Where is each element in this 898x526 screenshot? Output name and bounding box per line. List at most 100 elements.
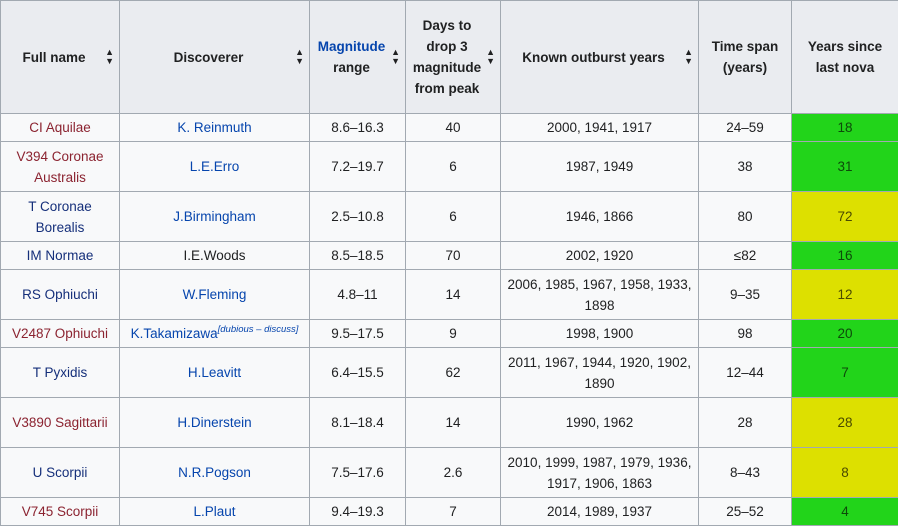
sort-arrows-icon[interactable]: ▲▼	[486, 48, 495, 66]
cell-time-span: 9–35	[699, 270, 792, 320]
cell-years-since-last-nova: 8	[792, 448, 898, 498]
cell-outburst-years: 1998, 1900	[501, 320, 699, 348]
cell-discoverer: L.Plaut	[120, 498, 310, 526]
cell-time-span: 25–52	[699, 498, 792, 526]
cell-days-to-drop: 70	[406, 242, 501, 270]
cell-discoverer: K.Takamizawa[dubious – discuss]	[120, 320, 310, 348]
cell-time-span: 12–44	[699, 348, 792, 398]
cell-years-since-last-nova: 7	[792, 348, 898, 398]
star-name-link[interactable]: IM Normae	[27, 248, 94, 263]
header-time-span[interactable]: Time span (years)	[699, 1, 792, 114]
cell-time-span: ≤82	[699, 242, 792, 270]
cell-outburst-years: 2002, 1920	[501, 242, 699, 270]
discoverer-link[interactable]: H.Dinerstein	[177, 415, 251, 430]
cell-full-name: T Pyxidis	[1, 348, 120, 398]
discoverer-link[interactable]: H.Leavitt	[188, 365, 241, 380]
star-name-link[interactable]: T Coronae Borealis	[28, 199, 92, 235]
cell-discoverer: W.Fleming	[120, 270, 310, 320]
discoverer-link[interactable]: W.Fleming	[183, 287, 247, 302]
header-label: Known outburst years	[522, 50, 665, 65]
discoverer-link[interactable]: K.Takamizawa	[131, 326, 218, 341]
cell-outburst-years: 2014, 1989, 1937	[501, 498, 699, 526]
star-name-link[interactable]: V3890 Sagittarii	[12, 415, 107, 430]
discoverer-link[interactable]: J.Birmingham	[173, 209, 256, 224]
star-name-link[interactable]: RS Ophiuchi	[22, 287, 98, 302]
cell-years-since-last-nova: 72	[792, 192, 898, 242]
cell-magnitude-range: 8.6–16.3	[310, 114, 406, 142]
cell-time-span: 24–59	[699, 114, 792, 142]
cell-discoverer: H.Dinerstein	[120, 398, 310, 448]
star-name-link[interactable]: V2487 Ophiuchi	[12, 326, 108, 341]
dubious-note[interactable]: [dubious – discuss]	[218, 324, 299, 335]
star-name-link[interactable]: V394 Coronae Australis	[16, 149, 103, 185]
cell-years-since-last-nova: 20	[792, 320, 898, 348]
header-full-name[interactable]: Full name▲▼	[1, 1, 120, 114]
header-years-since-last-nova[interactable]: Years since last nova	[792, 1, 898, 114]
cell-days-to-drop: 62	[406, 348, 501, 398]
discoverer-link: I.E.Woods	[183, 248, 245, 263]
discoverer-link[interactable]: L.E.Erro	[190, 159, 240, 174]
cell-days-to-drop: 2.6	[406, 448, 501, 498]
cell-magnitude-range: 7.2–19.7	[310, 142, 406, 192]
cell-magnitude-range: 4.8–11	[310, 270, 406, 320]
cell-full-name: V745 Scorpii	[1, 498, 120, 526]
cell-outburst-years: 1946, 1866	[501, 192, 699, 242]
cell-years-since-last-nova: 4	[792, 498, 898, 526]
sort-arrows-icon[interactable]: ▲▼	[295, 48, 304, 66]
discoverer-link[interactable]: N.R.Pogson	[178, 465, 251, 480]
header-days-to-drop[interactable]: Days to drop 3 magnitude from peak ▲▼	[406, 1, 501, 114]
header-label: Years since last nova	[808, 39, 882, 75]
cell-time-span: 28	[699, 398, 792, 448]
cell-magnitude-range: 9.4–19.3	[310, 498, 406, 526]
header-label: Time span (years)	[712, 39, 779, 75]
cell-magnitude-range: 9.5–17.5	[310, 320, 406, 348]
header-label: Days to drop 3 magnitude from peak	[413, 18, 481, 96]
star-name-link[interactable]: V745 Scorpii	[22, 504, 99, 519]
sort-arrows-icon[interactable]: ▲▼	[684, 48, 693, 66]
cell-full-name: U Scorpii	[1, 448, 120, 498]
cell-outburst-years: 1990, 1962	[501, 398, 699, 448]
header-discoverer[interactable]: Discoverer▲▼	[120, 1, 310, 114]
magnitude-link[interactable]: Magnitude	[318, 39, 386, 54]
star-name-link[interactable]: T Pyxidis	[33, 365, 88, 380]
cell-discoverer: J.Birmingham	[120, 192, 310, 242]
cell-days-to-drop: 14	[406, 270, 501, 320]
cell-outburst-years: 2010, 1999, 1987, 1979, 1936, 1917, 1906…	[501, 448, 699, 498]
cell-magnitude-range: 8.5–18.5	[310, 242, 406, 270]
cell-full-name: RS Ophiuchi	[1, 270, 120, 320]
cell-days-to-drop: 40	[406, 114, 501, 142]
header-known-outburst-years[interactable]: Known outburst years ▲▼	[501, 1, 699, 114]
cell-years-since-last-nova: 16	[792, 242, 898, 270]
star-name-link[interactable]: CI Aquilae	[29, 120, 91, 135]
discoverer-link[interactable]: K. Reinmuth	[177, 120, 251, 135]
dubious-discuss-link[interactable]: dubious – discuss	[220, 324, 296, 335]
sort-arrows-icon[interactable]: ▲▼	[391, 48, 400, 66]
cell-years-since-last-nova: 31	[792, 142, 898, 192]
cell-days-to-drop: 7	[406, 498, 501, 526]
cell-discoverer: H.Leavitt	[120, 348, 310, 398]
cell-discoverer: K. Reinmuth	[120, 114, 310, 142]
cell-outburst-years: 2006, 1985, 1967, 1958, 1933, 1898	[501, 270, 699, 320]
table-row: V2487 Ophiuchi K.Takamizawa[dubious – dis…	[1, 320, 898, 348]
cell-outburst-years: 1987, 1949	[501, 142, 699, 192]
cell-magnitude-range: 7.5–17.6	[310, 448, 406, 498]
cell-full-name: T Coronae Borealis	[1, 192, 120, 242]
cell-discoverer: L.E.Erro	[120, 142, 310, 192]
cell-days-to-drop: 14	[406, 398, 501, 448]
cell-discoverer: I.E.Woods	[120, 242, 310, 270]
discoverer-link[interactable]: L.Plaut	[193, 504, 235, 519]
cell-years-since-last-nova: 28	[792, 398, 898, 448]
star-name-link[interactable]: U Scorpii	[33, 465, 88, 480]
cell-years-since-last-nova: 18	[792, 114, 898, 142]
sort-arrows-icon[interactable]: ▲▼	[105, 48, 114, 66]
